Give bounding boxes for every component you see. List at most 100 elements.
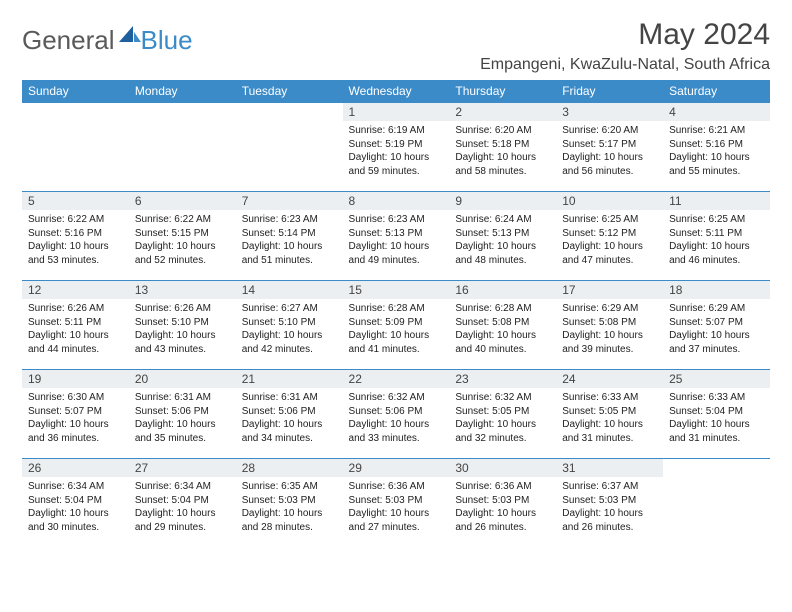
weekday-header: Wednesday [343, 80, 450, 103]
day-content: Sunrise: 6:23 AMSunset: 5:13 PMDaylight:… [343, 210, 450, 270]
day-number: 7 [236, 192, 343, 210]
calendar-day-cell: 10Sunrise: 6:25 AMSunset: 5:12 PMDayligh… [556, 192, 663, 281]
day-number: 2 [449, 103, 556, 121]
day-number: 14 [236, 281, 343, 299]
day-number: 9 [449, 192, 556, 210]
day-content: Sunrise: 6:35 AMSunset: 5:03 PMDaylight:… [236, 477, 343, 537]
weekday-header: Sunday [22, 80, 129, 103]
calendar-day-cell: 31Sunrise: 6:37 AMSunset: 5:03 PMDayligh… [556, 459, 663, 548]
calendar-day-cell: 1Sunrise: 6:19 AMSunset: 5:19 PMDaylight… [343, 103, 450, 192]
calendar-day-cell: 26Sunrise: 6:34 AMSunset: 5:04 PMDayligh… [22, 459, 129, 548]
day-number: 28 [236, 459, 343, 477]
day-content: Sunrise: 6:28 AMSunset: 5:08 PMDaylight:… [449, 299, 556, 359]
calendar-week-row: 26Sunrise: 6:34 AMSunset: 5:04 PMDayligh… [22, 459, 770, 548]
day-content: Sunrise: 6:34 AMSunset: 5:04 PMDaylight:… [22, 477, 129, 537]
weekday-header: Friday [556, 80, 663, 103]
calendar-week-row: ......1Sunrise: 6:19 AMSunset: 5:19 PMDa… [22, 103, 770, 192]
calendar-day-cell: 2Sunrise: 6:20 AMSunset: 5:18 PMDaylight… [449, 103, 556, 192]
day-number: 10 [556, 192, 663, 210]
weekday-header: Thursday [449, 80, 556, 103]
day-content: Sunrise: 6:32 AMSunset: 5:06 PMDaylight:… [343, 388, 450, 448]
header: General Blue May 2024 Empangeni, KwaZulu… [22, 18, 770, 74]
calendar-day-cell: 6Sunrise: 6:22 AMSunset: 5:15 PMDaylight… [129, 192, 236, 281]
day-number: 30 [449, 459, 556, 477]
day-number: 12 [22, 281, 129, 299]
day-number: 21 [236, 370, 343, 388]
day-content: Sunrise: 6:22 AMSunset: 5:15 PMDaylight:… [129, 210, 236, 270]
day-number: 31 [556, 459, 663, 477]
calendar-day-cell: 4Sunrise: 6:21 AMSunset: 5:16 PMDaylight… [663, 103, 770, 192]
calendar-day-cell: 11Sunrise: 6:25 AMSunset: 5:11 PMDayligh… [663, 192, 770, 281]
day-content: Sunrise: 6:21 AMSunset: 5:16 PMDaylight:… [663, 121, 770, 181]
day-number: 19 [22, 370, 129, 388]
calendar-day-cell: 8Sunrise: 6:23 AMSunset: 5:13 PMDaylight… [343, 192, 450, 281]
calendar-header-row: SundayMondayTuesdayWednesdayThursdayFrid… [22, 80, 770, 103]
day-number: 4 [663, 103, 770, 121]
calendar-day-cell: 19Sunrise: 6:30 AMSunset: 5:07 PMDayligh… [22, 370, 129, 459]
calendar-day-cell: .. [129, 103, 236, 192]
day-number: 25 [663, 370, 770, 388]
calendar-day-cell: 28Sunrise: 6:35 AMSunset: 5:03 PMDayligh… [236, 459, 343, 548]
calendar-day-cell: .. [236, 103, 343, 192]
calendar-day-cell: 30Sunrise: 6:36 AMSunset: 5:03 PMDayligh… [449, 459, 556, 548]
day-number: 8 [343, 192, 450, 210]
day-content: Sunrise: 6:22 AMSunset: 5:16 PMDaylight:… [22, 210, 129, 270]
calendar-page: General Blue May 2024 Empangeni, KwaZulu… [0, 0, 792, 612]
calendar-day-cell: 16Sunrise: 6:28 AMSunset: 5:08 PMDayligh… [449, 281, 556, 370]
day-content: Sunrise: 6:31 AMSunset: 5:06 PMDaylight:… [129, 388, 236, 448]
day-number: 26 [22, 459, 129, 477]
calendar-day-cell: 14Sunrise: 6:27 AMSunset: 5:10 PMDayligh… [236, 281, 343, 370]
weekday-header: Monday [129, 80, 236, 103]
day-content: Sunrise: 6:26 AMSunset: 5:10 PMDaylight:… [129, 299, 236, 359]
day-number: 24 [556, 370, 663, 388]
day-content: Sunrise: 6:33 AMSunset: 5:05 PMDaylight:… [556, 388, 663, 448]
day-number: 3 [556, 103, 663, 121]
day-number: 27 [129, 459, 236, 477]
day-content: Sunrise: 6:36 AMSunset: 5:03 PMDaylight:… [343, 477, 450, 537]
sail-icon [119, 24, 141, 47]
calendar-day-cell: 21Sunrise: 6:31 AMSunset: 5:06 PMDayligh… [236, 370, 343, 459]
calendar-week-row: 5Sunrise: 6:22 AMSunset: 5:16 PMDaylight… [22, 192, 770, 281]
day-content: Sunrise: 6:33 AMSunset: 5:04 PMDaylight:… [663, 388, 770, 448]
calendar-day-cell: 22Sunrise: 6:32 AMSunset: 5:06 PMDayligh… [343, 370, 450, 459]
calendar-day-cell: 5Sunrise: 6:22 AMSunset: 5:16 PMDaylight… [22, 192, 129, 281]
calendar-day-cell: .. [663, 459, 770, 548]
calendar-day-cell: 29Sunrise: 6:36 AMSunset: 5:03 PMDayligh… [343, 459, 450, 548]
weekday-header: Saturday [663, 80, 770, 103]
day-number: 6 [129, 192, 236, 210]
calendar-day-cell: 17Sunrise: 6:29 AMSunset: 5:08 PMDayligh… [556, 281, 663, 370]
day-number: 13 [129, 281, 236, 299]
calendar-day-cell: 13Sunrise: 6:26 AMSunset: 5:10 PMDayligh… [129, 281, 236, 370]
day-content: Sunrise: 6:28 AMSunset: 5:09 PMDaylight:… [343, 299, 450, 359]
day-number: 18 [663, 281, 770, 299]
calendar-day-cell: 9Sunrise: 6:24 AMSunset: 5:13 PMDaylight… [449, 192, 556, 281]
day-number: 15 [343, 281, 450, 299]
logo: General Blue [22, 24, 193, 57]
day-content: Sunrise: 6:20 AMSunset: 5:18 PMDaylight:… [449, 121, 556, 181]
day-content: Sunrise: 6:29 AMSunset: 5:08 PMDaylight:… [556, 299, 663, 359]
calendar-week-row: 19Sunrise: 6:30 AMSunset: 5:07 PMDayligh… [22, 370, 770, 459]
day-content: Sunrise: 6:34 AMSunset: 5:04 PMDaylight:… [129, 477, 236, 537]
day-content: Sunrise: 6:23 AMSunset: 5:14 PMDaylight:… [236, 210, 343, 270]
day-number: 20 [129, 370, 236, 388]
day-content: Sunrise: 6:26 AMSunset: 5:11 PMDaylight:… [22, 299, 129, 359]
day-number: 1 [343, 103, 450, 121]
day-number: 11 [663, 192, 770, 210]
day-number: 23 [449, 370, 556, 388]
calendar-week-row: 12Sunrise: 6:26 AMSunset: 5:11 PMDayligh… [22, 281, 770, 370]
day-number: 16 [449, 281, 556, 299]
day-content: Sunrise: 6:25 AMSunset: 5:12 PMDaylight:… [556, 210, 663, 270]
day-content: Sunrise: 6:25 AMSunset: 5:11 PMDaylight:… [663, 210, 770, 270]
calendar-table: SundayMondayTuesdayWednesdayThursdayFrid… [22, 80, 770, 547]
calendar-day-cell: 24Sunrise: 6:33 AMSunset: 5:05 PMDayligh… [556, 370, 663, 459]
logo-text-blue: Blue [141, 25, 193, 56]
day-content: Sunrise: 6:24 AMSunset: 5:13 PMDaylight:… [449, 210, 556, 270]
calendar-day-cell: 18Sunrise: 6:29 AMSunset: 5:07 PMDayligh… [663, 281, 770, 370]
calendar-day-cell: 20Sunrise: 6:31 AMSunset: 5:06 PMDayligh… [129, 370, 236, 459]
calendar-day-cell: 12Sunrise: 6:26 AMSunset: 5:11 PMDayligh… [22, 281, 129, 370]
day-content: Sunrise: 6:30 AMSunset: 5:07 PMDaylight:… [22, 388, 129, 448]
day-content: Sunrise: 6:37 AMSunset: 5:03 PMDaylight:… [556, 477, 663, 537]
day-number: 22 [343, 370, 450, 388]
day-content: Sunrise: 6:19 AMSunset: 5:19 PMDaylight:… [343, 121, 450, 181]
day-number: 17 [556, 281, 663, 299]
